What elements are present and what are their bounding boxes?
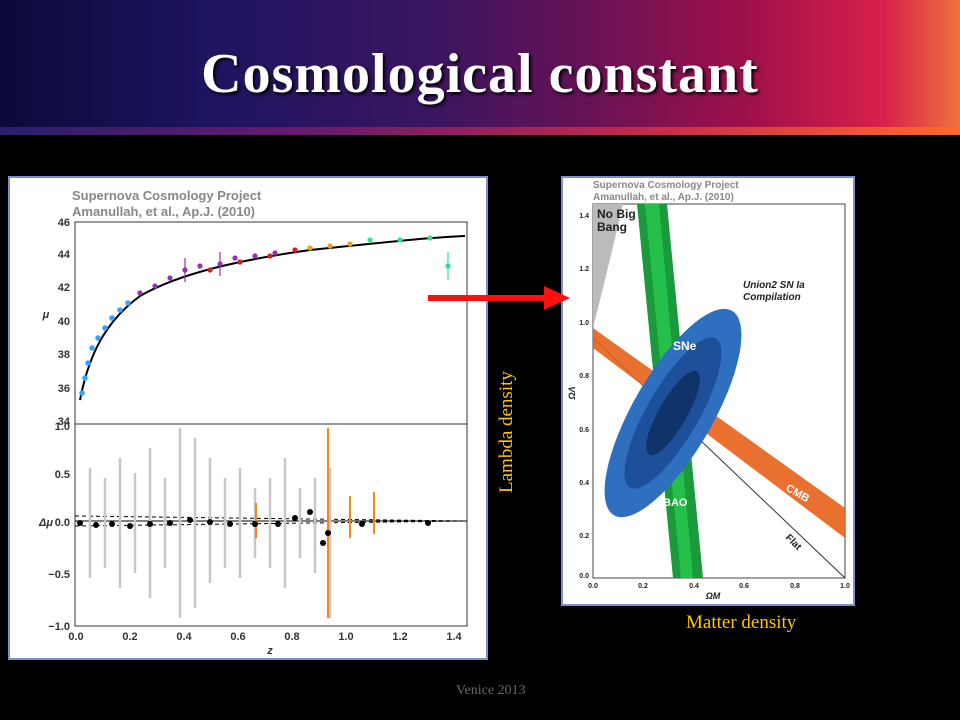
y-tick-label: 0.6 bbox=[579, 427, 589, 434]
y-tick-label: 0.4 bbox=[579, 480, 589, 487]
bao-label: BAO bbox=[663, 497, 688, 509]
union-label-line1: Union2 SN Ia bbox=[743, 280, 805, 291]
figure-title-line1: Supernova Cosmology Project bbox=[72, 188, 262, 203]
x-tick-label: 0.8 bbox=[790, 583, 800, 590]
sne-label: SNe bbox=[673, 339, 697, 353]
figure-title-line2: Amanullah, et al., Ap.J. (2010) bbox=[593, 192, 734, 203]
y-tick-label: 42 bbox=[58, 282, 70, 294]
y-tick-label: 36 bbox=[58, 383, 70, 395]
y-tick-label: 34 bbox=[58, 416, 71, 428]
title-banner: Cosmological constant bbox=[0, 0, 960, 135]
hubble-diagram-figure: Supernova Cosmology Project Amanullah, e… bbox=[8, 176, 488, 660]
hubble-data-points bbox=[79, 235, 466, 401]
y-tick-label: 1.2 bbox=[579, 266, 589, 273]
y-tick-label: 0.0 bbox=[55, 517, 70, 529]
y-tick-label: −1.0 bbox=[48, 621, 70, 633]
x-tick-label: 0.8 bbox=[284, 631, 299, 643]
y-tick-label: 44 bbox=[58, 249, 71, 261]
y-tick-label: 0.5 bbox=[55, 469, 70, 481]
x-tick-label: 0.4 bbox=[689, 583, 699, 590]
no-big-bang-label-line2: Bang bbox=[597, 220, 627, 234]
y-tick-label: 1.0 bbox=[55, 421, 70, 433]
x-tick-label: 1.0 bbox=[840, 583, 850, 590]
omega-constraint-plot: No Big Bang Union2 SN Ia Compilation SNe… bbox=[567, 203, 850, 601]
x-tick-label: 0.4 bbox=[176, 631, 192, 643]
x-tick-label: 1.0 bbox=[338, 631, 353, 643]
y-tick-label: 38 bbox=[58, 349, 70, 361]
x-tick-label: 0.2 bbox=[638, 583, 648, 590]
residual-data-points bbox=[74, 428, 468, 618]
y-tick-label: 40 bbox=[58, 316, 70, 328]
lambda-density-label: Lambda density bbox=[496, 371, 517, 493]
x-tick-label: 1.4 bbox=[446, 631, 462, 643]
matter-density-label: Matter density bbox=[686, 612, 797, 633]
x-tick-label: 0.2 bbox=[122, 631, 137, 643]
x-tick-label: 0.0 bbox=[588, 583, 598, 590]
hubble-diagram-plot: 34 36 38 40 42 44 46 1.0 0.5 0.0 −0.5 −1… bbox=[38, 217, 468, 657]
slide-footer: Venice 2013 bbox=[456, 683, 526, 698]
y-tick-label: 0.8 bbox=[579, 373, 589, 380]
x-axis-label: z bbox=[266, 645, 273, 657]
figure-title-line2: Amanullah, et al., Ap.J. (2010) bbox=[72, 204, 256, 219]
no-big-bang-label-line1: No Big bbox=[597, 207, 636, 221]
omega-m-axis-label: ΩM bbox=[705, 591, 721, 601]
x-tick-label: 0.6 bbox=[739, 583, 749, 590]
omega-lambda-axis-label: ΩΛ bbox=[567, 386, 577, 400]
y-tick-label: 0.0 bbox=[579, 573, 589, 580]
omega-constraint-figure: Supernova Cosmology Project Amanullah, e… bbox=[561, 176, 855, 606]
x-tick-label: 0.0 bbox=[68, 631, 83, 643]
union-label-line2: Compilation bbox=[743, 292, 801, 303]
y-tick-label: 1.0 bbox=[579, 320, 589, 327]
mu-axis-label: μ bbox=[42, 309, 50, 321]
x-tick-label: 0.6 bbox=[230, 631, 245, 643]
delta-mu-axis-label: Δμ bbox=[38, 517, 53, 529]
y-tick-label: −0.5 bbox=[48, 569, 70, 581]
y-tick-label: 46 bbox=[58, 217, 70, 229]
figure-title-line1: Supernova Cosmology Project bbox=[593, 180, 739, 191]
y-tick-label: 1.4 bbox=[579, 213, 589, 220]
x-tick-label: 1.2 bbox=[392, 631, 407, 643]
y-tick-label: 0.2 bbox=[579, 533, 589, 540]
slide-title: Cosmological constant bbox=[201, 43, 759, 105]
